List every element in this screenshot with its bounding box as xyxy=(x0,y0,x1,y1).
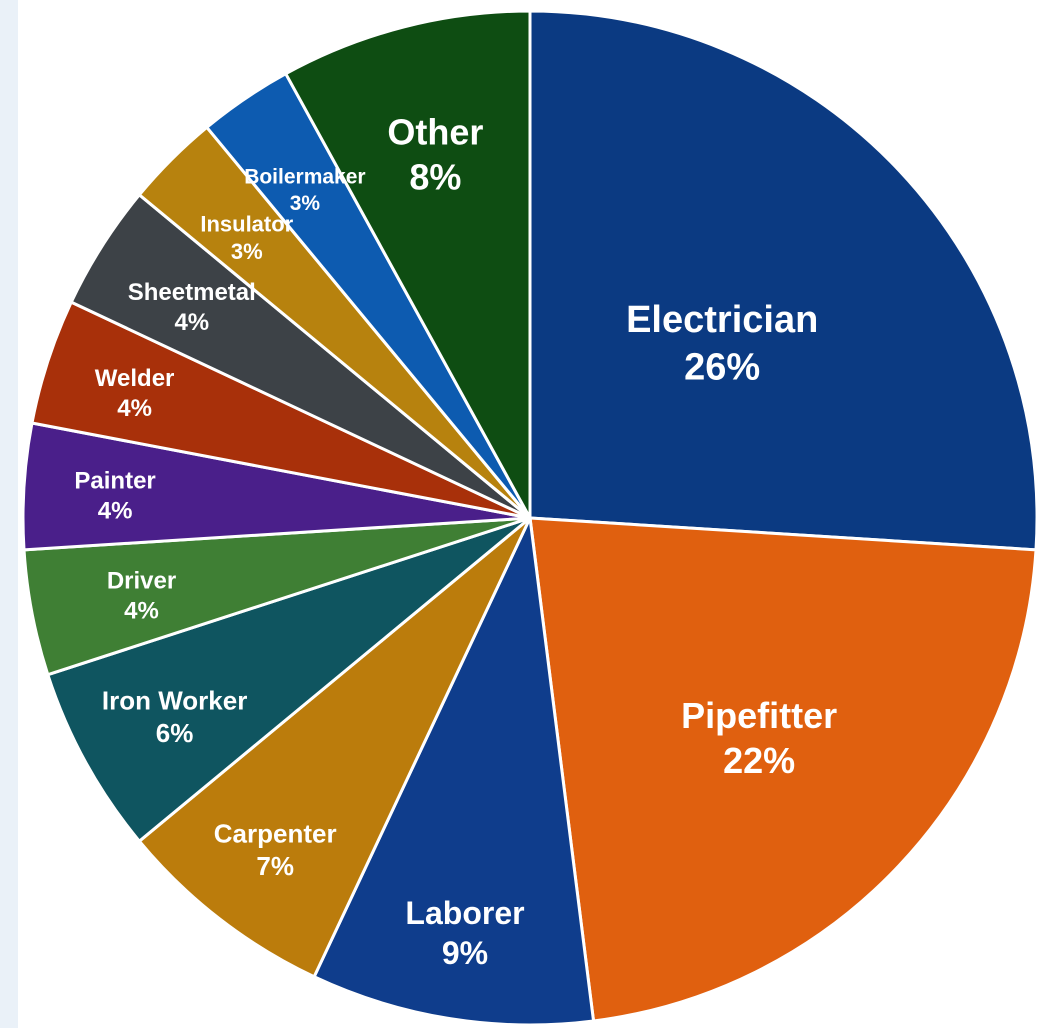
slice-value-driver: 4% xyxy=(124,598,159,625)
pie-slice-laborer xyxy=(312,516,596,1027)
slice-label-insulator: Insulator xyxy=(200,212,293,237)
slice-label-painter: Painter xyxy=(74,467,155,494)
slice-label-carpenter: Carpenter xyxy=(214,819,337,849)
slice-value-painter: 4% xyxy=(98,497,133,524)
slice-value-laborer: 9% xyxy=(442,935,488,971)
slice-label-electrician: Electrician xyxy=(626,299,818,341)
pie-slices xyxy=(21,9,1039,1027)
slice-value-electrician: 26% xyxy=(684,346,760,388)
slice-value-insulator: 3% xyxy=(231,239,263,264)
slice-value-pipefitter: 22% xyxy=(723,740,795,781)
slice-label-iron-worker: Iron Worker xyxy=(102,686,247,716)
pie-slice-iron-worker xyxy=(46,516,532,843)
slice-label-pipefitter: Pipefitter xyxy=(681,695,837,736)
slice-label-driver: Driver xyxy=(107,568,176,595)
slice-label-sheetmetal: Sheetmetal xyxy=(128,279,256,306)
pie-chart-container: Electrician 26% Pipefitter 22% Laborer 9% Carp… xyxy=(18,0,1044,1028)
slice-value-carpenter: 7% xyxy=(256,851,294,881)
pie-slice-pipefitter xyxy=(528,516,1038,1023)
pie-slice-carpenter xyxy=(137,516,532,979)
slice-value-welder: 4% xyxy=(117,395,152,422)
pie-slice-electrician xyxy=(528,9,1039,552)
slice-value-sheetmetal: 4% xyxy=(174,309,209,336)
pie-slice-other xyxy=(284,9,532,520)
slice-label-welder: Welder xyxy=(95,365,175,392)
slice-label-other: Other xyxy=(387,111,483,152)
slice-value-boilermaker: 3% xyxy=(290,192,321,215)
slice-label-laborer: Laborer xyxy=(405,895,524,931)
slice-value-other: 8% xyxy=(409,156,461,197)
slice-label-boilermaker: Boilermaker xyxy=(244,166,365,189)
slice-value-iron-worker: 6% xyxy=(156,718,194,748)
